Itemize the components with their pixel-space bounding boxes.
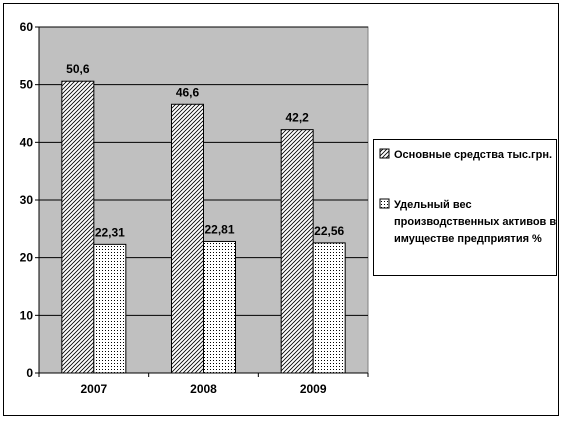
bars [61,80,346,374]
y-tick-label: 50 [20,78,34,92]
bar [171,103,204,374]
data-label: 50,6 [66,62,90,76]
y-axis-ticks: 0 10 20 30 40 50 60 [20,20,39,380]
data-label: 22,81 [204,222,234,236]
y-tick-label: 40 [20,135,34,149]
legend-label: Удельный вес [394,199,472,211]
bar [93,243,127,374]
y-tick-label: 60 [20,20,34,34]
bar [61,80,95,374]
legend-label: имуществе предприятия % [394,233,542,245]
bar [203,240,236,374]
bar [280,129,314,374]
x-tick-label: 2008 [190,382,217,396]
bar [312,242,346,374]
legend-swatch [379,198,390,209]
data-label: 22,56 [314,224,344,238]
data-labels: 50,6 22,31 46,6 22,81 42,2 22,56 [66,62,344,239]
legend-label: производственных активов в [394,216,556,228]
data-label: 46,6 [176,85,200,99]
legend-box [373,139,557,276]
x-tick-label: 2007 [80,382,107,396]
x-axis-ticks: 2007 2008 2009 [38,373,369,396]
legend-swatch [379,148,390,159]
y-tick-label: 30 [20,193,34,207]
y-tick-label: 10 [20,308,34,322]
y-tick-label: 0 [26,366,33,380]
legend: Основные средства тыс.грн. Удельный вес пр… [373,139,557,276]
y-tick-label: 20 [20,251,34,265]
data-label: 22,31 [95,225,125,239]
legend-label: Основные средства тыс.грн. [394,149,552,161]
x-tick-label: 2009 [300,382,327,396]
data-label: 42,2 [285,111,309,125]
